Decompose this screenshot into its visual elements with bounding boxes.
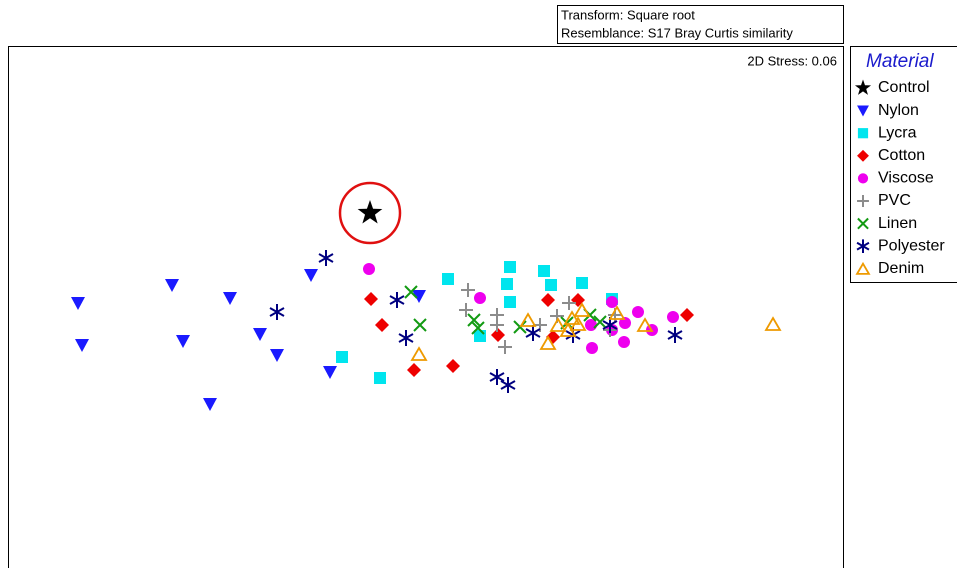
point bbox=[269, 304, 285, 320]
point bbox=[489, 369, 505, 385]
point bbox=[504, 261, 516, 273]
point bbox=[75, 339, 89, 352]
point bbox=[545, 279, 557, 291]
legend-label: PVC bbox=[878, 192, 911, 209]
plot-frame bbox=[8, 46, 844, 568]
point bbox=[538, 265, 550, 277]
highlight-circle bbox=[338, 181, 402, 245]
legend-label: Polyester bbox=[878, 237, 945, 254]
legend-marker bbox=[857, 149, 869, 162]
point bbox=[404, 285, 418, 299]
point bbox=[375, 318, 389, 332]
point bbox=[667, 327, 683, 343]
point bbox=[563, 310, 581, 325]
point bbox=[471, 321, 485, 335]
point bbox=[413, 318, 427, 332]
point bbox=[446, 359, 460, 373]
legend-marker bbox=[857, 173, 869, 184]
point bbox=[576, 277, 588, 289]
point bbox=[398, 330, 414, 346]
point bbox=[519, 312, 537, 327]
legend-marker bbox=[857, 195, 869, 207]
point bbox=[474, 292, 486, 304]
point bbox=[223, 292, 237, 305]
point bbox=[573, 302, 591, 317]
point bbox=[491, 328, 505, 342]
point bbox=[501, 278, 513, 290]
legend-label: Nylon bbox=[878, 102, 919, 119]
point bbox=[569, 316, 587, 331]
resemblance-note: Resemblance: S17 Bray Curtis similarity bbox=[561, 25, 793, 40]
point bbox=[618, 336, 630, 348]
point bbox=[336, 351, 348, 363]
legend-label: Denim bbox=[878, 260, 924, 277]
legend-label: Linen bbox=[878, 215, 917, 232]
point bbox=[474, 330, 486, 342]
point bbox=[562, 296, 576, 310]
point bbox=[363, 263, 375, 275]
point bbox=[357, 200, 383, 224]
point bbox=[318, 250, 334, 266]
point bbox=[176, 335, 190, 348]
legend-marker bbox=[857, 105, 869, 117]
legend-label: Cotton bbox=[878, 147, 925, 164]
point bbox=[323, 366, 337, 379]
legend-marker bbox=[857, 128, 869, 139]
point bbox=[442, 273, 454, 285]
point bbox=[593, 315, 607, 329]
point bbox=[541, 293, 555, 307]
legend-marker bbox=[854, 79, 872, 95]
point bbox=[374, 372, 386, 384]
point bbox=[636, 317, 654, 332]
point bbox=[253, 328, 267, 341]
point bbox=[606, 296, 618, 308]
point bbox=[539, 335, 557, 350]
point bbox=[304, 269, 318, 282]
point bbox=[504, 296, 516, 308]
legend-title: Material bbox=[866, 51, 934, 72]
point bbox=[412, 290, 426, 303]
point bbox=[586, 342, 598, 354]
point bbox=[461, 283, 475, 297]
info-box bbox=[557, 5, 844, 44]
point bbox=[559, 322, 577, 337]
point bbox=[680, 308, 694, 322]
point bbox=[525, 325, 541, 341]
point bbox=[500, 377, 516, 393]
legend-marker bbox=[857, 217, 869, 230]
legend-label: Viscose bbox=[878, 170, 934, 187]
legend-label: Control bbox=[878, 79, 930, 96]
legend-marker bbox=[856, 239, 870, 253]
point bbox=[459, 303, 473, 317]
point bbox=[203, 398, 217, 411]
point bbox=[364, 292, 378, 306]
point bbox=[549, 317, 567, 332]
transform-note: Transform: Square root bbox=[561, 7, 695, 22]
point bbox=[71, 297, 85, 310]
point bbox=[498, 340, 512, 354]
point bbox=[513, 320, 527, 334]
point bbox=[632, 306, 644, 318]
point bbox=[619, 317, 631, 329]
point bbox=[410, 346, 428, 361]
point bbox=[165, 279, 179, 292]
stress-note: 2D Stress: 0.06 bbox=[747, 53, 837, 68]
point bbox=[467, 313, 481, 327]
point bbox=[764, 316, 782, 331]
point bbox=[270, 349, 284, 362]
point bbox=[490, 318, 504, 332]
point bbox=[667, 311, 679, 323]
legend-marker bbox=[855, 261, 871, 275]
point bbox=[407, 363, 421, 377]
legend-label: Lycra bbox=[878, 124, 917, 141]
point bbox=[608, 305, 626, 320]
point bbox=[389, 292, 405, 308]
